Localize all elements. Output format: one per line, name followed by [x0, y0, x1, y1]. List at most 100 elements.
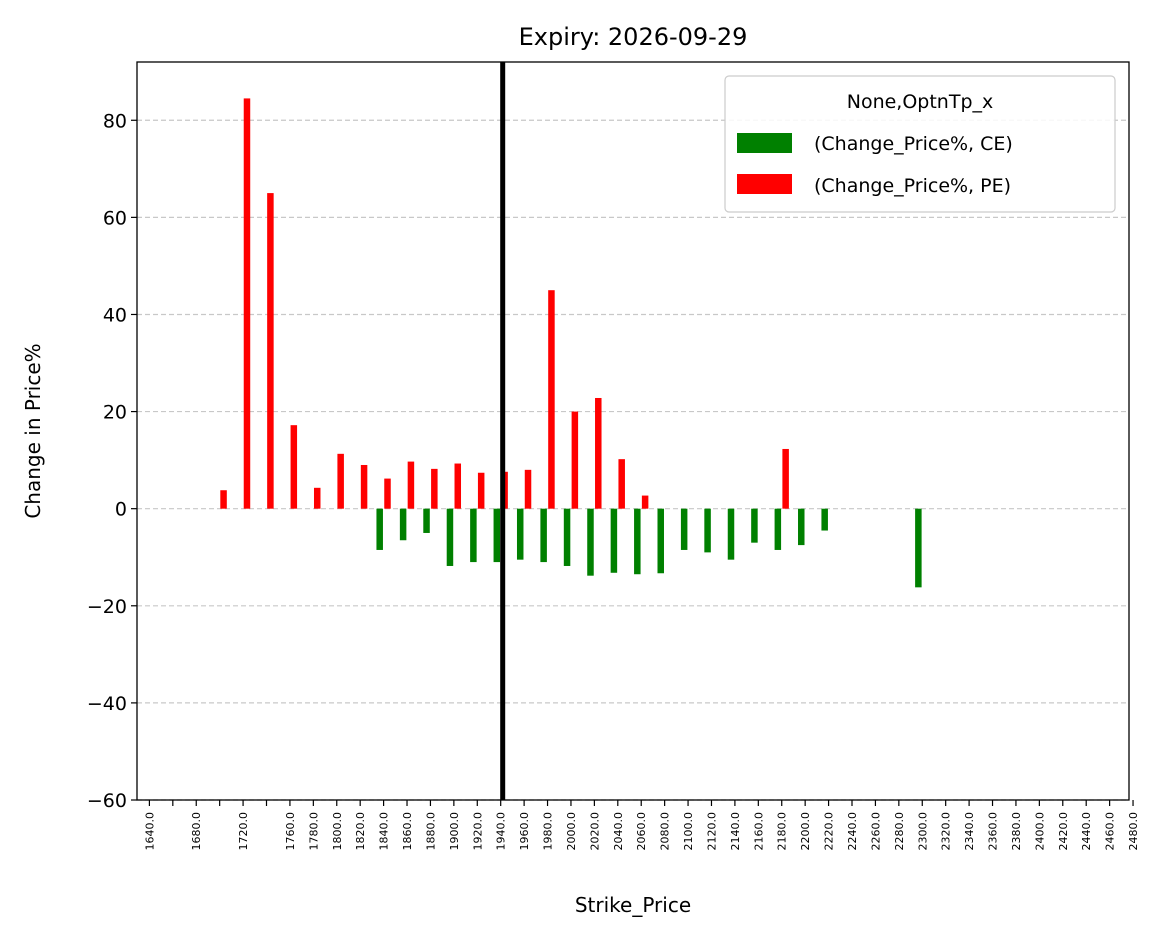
- bar-ce: [423, 508, 430, 533]
- bar-ce: [540, 508, 547, 563]
- legend-box: [724, 75, 1116, 213]
- x-tick-label: 2460.0: [1104, 812, 1117, 851]
- y-tick-label: −60: [87, 790, 127, 812]
- x-tick-label: 2480.0: [1127, 812, 1140, 851]
- x-tick-label: 1880.0: [424, 812, 437, 851]
- legend-title: None,OptnTp_x: [847, 91, 994, 113]
- bar-ce: [610, 508, 618, 573]
- x-axis-label: Strike_Price: [575, 893, 691, 917]
- y-tick-label: 80: [103, 110, 127, 132]
- bar-pe: [313, 487, 321, 509]
- bar-ce: [634, 508, 641, 575]
- bar-ce: [798, 508, 805, 546]
- bar-pe: [454, 463, 462, 509]
- legend-swatch-pe: [737, 174, 792, 194]
- y-tick-label: 40: [103, 304, 127, 326]
- y-axis-label: Change in Price%: [21, 343, 45, 518]
- chart-title: Expiry: 2026-09-29: [519, 23, 748, 51]
- x-tick-label: 1640.0: [143, 812, 156, 851]
- bar-ce: [470, 508, 477, 563]
- x-tick-label: 2120.0: [705, 812, 718, 851]
- bar-ce: [446, 508, 454, 566]
- x-tick-label: 1680.0: [190, 812, 203, 851]
- x-tick-label: 1920.0: [471, 812, 484, 851]
- bar-ce: [821, 508, 828, 531]
- bars: [220, 98, 922, 588]
- gridlines: [137, 119, 1129, 801]
- x-tick-label: 1960.0: [518, 812, 531, 851]
- y-tick-label: 20: [103, 402, 127, 424]
- legend-swatch-ce: [737, 133, 792, 153]
- x-tick-label: 1860.0: [401, 812, 414, 851]
- x-tick-label: 1840.0: [378, 812, 391, 851]
- x-tick-label: 2400.0: [1033, 812, 1046, 851]
- bar-pe: [220, 490, 227, 509]
- x-tick-label: 2140.0: [729, 812, 742, 851]
- bar-pe: [641, 495, 649, 509]
- bar-pe: [524, 469, 532, 509]
- bar-ce: [587, 508, 594, 576]
- bar-ce: [376, 508, 383, 550]
- bar-ce: [516, 508, 524, 560]
- bar-pe: [477, 472, 485, 509]
- bar-pe: [267, 193, 274, 509]
- bar-ce: [751, 508, 758, 543]
- x-tick-label: 2300.0: [916, 812, 929, 851]
- bar-ce: [680, 508, 688, 550]
- bar-ce: [399, 508, 407, 541]
- x-tick-label: 1940.0: [495, 812, 508, 851]
- x-tick-label: 2420.0: [1057, 812, 1070, 851]
- bar-ce: [563, 508, 571, 566]
- x-tick-label: 1800.0: [331, 812, 344, 851]
- bar-ce: [657, 508, 664, 574]
- bar-pe: [595, 397, 602, 509]
- y-tick-label: 60: [103, 207, 127, 229]
- x-tick-label: 1980.0: [542, 812, 555, 851]
- y-tick-label: 0: [115, 499, 127, 521]
- bar-pe: [431, 468, 438, 509]
- x-tick-label: 2080.0: [659, 812, 672, 851]
- x-tick-label: 2180.0: [776, 812, 789, 851]
- bar-ce: [493, 508, 501, 563]
- bar-pe: [360, 464, 368, 509]
- bar-pe: [407, 461, 415, 509]
- x-tick-label: 2440.0: [1080, 812, 1093, 851]
- y-tick-label: −40: [87, 693, 127, 715]
- x-tick-label: 1820.0: [354, 812, 367, 851]
- plot-area-frame: [136, 61, 1130, 801]
- bar-ce: [704, 508, 711, 553]
- x-tick-label: 2360.0: [987, 812, 1000, 851]
- x-tick-label: 1900.0: [448, 812, 461, 851]
- x-tick-label: 2040.0: [612, 812, 625, 851]
- x-tick-label: 2200.0: [799, 812, 812, 851]
- x-tick-label: 2380.0: [1010, 812, 1023, 851]
- x-tick-label: 2100.0: [682, 812, 695, 851]
- y-axis: −60 −40 −20 0 20 40 60 80: [87, 110, 137, 812]
- x-tick-label: 2060.0: [635, 812, 648, 851]
- bar-pe: [618, 459, 625, 509]
- legend-label-pe: (Change_Price%, PE): [814, 175, 1011, 197]
- bar-ce: [915, 508, 922, 588]
- x-tick-label: 2160.0: [752, 812, 765, 851]
- bar-pe: [384, 478, 391, 509]
- legend-label-ce: (Change_Price%, CE): [814, 133, 1013, 155]
- x-tick-label: 2240.0: [846, 812, 859, 851]
- x-tick-label: 1780.0: [307, 812, 320, 851]
- bar-ce: [774, 508, 782, 550]
- x-tick-label: 2020.0: [588, 812, 601, 851]
- bar-pe: [337, 453, 344, 509]
- bar-pe: [571, 411, 579, 509]
- x-tick-label: 1760.0: [284, 812, 297, 851]
- bar-pe: [290, 425, 298, 509]
- x-tick-label: 2000.0: [565, 812, 578, 851]
- bar-pe: [782, 448, 789, 509]
- x-tick-label: 1720.0: [237, 812, 250, 851]
- x-axis: 1640.0 1680.0 1720.0 1760.0 1780.0 1800.0 1820…: [143, 800, 1140, 851]
- y-tick-label: −20: [87, 596, 127, 618]
- x-tick-label: 2260.0: [869, 812, 882, 851]
- x-tick-label: 2340.0: [963, 812, 976, 851]
- x-tick-label: 2320.0: [940, 812, 953, 851]
- bar-pe: [243, 98, 251, 509]
